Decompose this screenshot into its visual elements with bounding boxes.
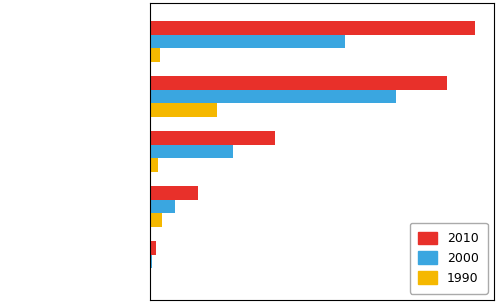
Bar bbox=[150, 241, 156, 255]
Bar bbox=[150, 48, 160, 62]
Bar bbox=[150, 103, 217, 117]
Bar bbox=[150, 21, 476, 35]
Bar bbox=[150, 186, 198, 200]
Bar bbox=[150, 255, 152, 268]
Bar bbox=[150, 213, 162, 227]
Bar bbox=[150, 145, 234, 158]
Bar bbox=[150, 131, 275, 145]
Bar bbox=[150, 158, 158, 172]
Bar bbox=[150, 76, 448, 90]
Bar bbox=[150, 35, 345, 48]
Legend: 2010, 2000, 1990: 2010, 2000, 1990 bbox=[410, 223, 488, 294]
Bar bbox=[150, 200, 175, 213]
Bar bbox=[150, 90, 396, 103]
